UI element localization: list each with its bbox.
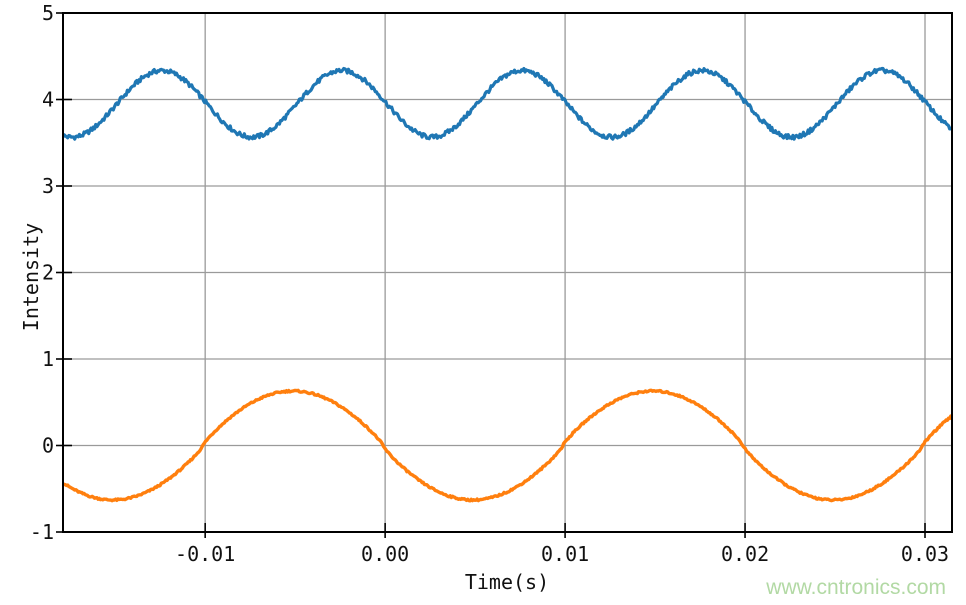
x-tick-label: 0.03: [901, 542, 949, 566]
y-tick-label: 1: [42, 347, 54, 371]
y-tick-label: 4: [42, 88, 54, 112]
y-tick-label: -1: [30, 520, 54, 544]
y-tick-label: 0: [42, 434, 54, 458]
x-tick-label: -0.01: [175, 542, 235, 566]
y-tick-label: 5: [42, 1, 54, 25]
watermark-text: www.cntronics.com: [766, 576, 946, 599]
y-tick-label: 2: [42, 261, 54, 285]
x-tick-label: 0.00: [361, 542, 409, 566]
y-axis-title: Intensity: [19, 222, 43, 332]
series-low-intensity-distorted-sine: [63, 388, 952, 503]
x-axis-title: Time(s): [464, 570, 550, 594]
x-tick-label: 0.02: [721, 542, 769, 566]
x-tick-label: 0.01: [541, 542, 589, 566]
y-tick-label: 3: [42, 174, 54, 198]
series-high-intensity-noisy-sine: [63, 66, 952, 141]
